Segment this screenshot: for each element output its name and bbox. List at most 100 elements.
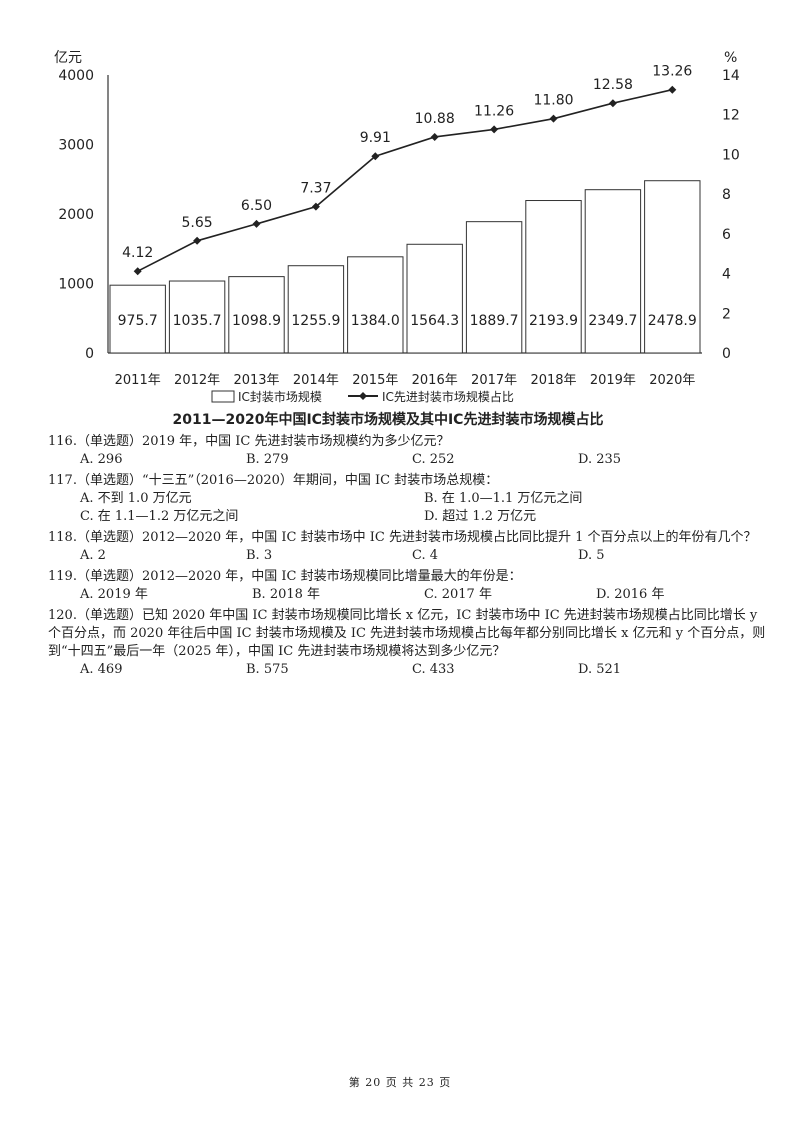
question-120: 120.（单选题）已知 2020 年中国 IC 封装市场规模同比增长 x 亿元，… [48, 607, 768, 679]
right-tick-label: 2 [722, 306, 731, 322]
bar-data-label: 2193.9 [529, 313, 578, 329]
line-point [311, 202, 320, 211]
line-data-label: 6.50 [241, 198, 272, 214]
bar-data-label: 1035.7 [173, 313, 222, 329]
line-data-label: 11.80 [533, 93, 573, 109]
option-c: C. 2017 年 [424, 587, 492, 602]
option-a: A. 296 [80, 452, 123, 467]
line-point [608, 99, 617, 108]
options-row: A. 不到 1.0 万亿元 B. 在 1.0—1.1 万亿元之间 C. 在 1.… [48, 490, 768, 526]
option-d: D. 2016 年 [596, 587, 665, 602]
option-d: D. 超过 1.2 万亿元 [424, 509, 537, 524]
line-data-label: 13.26 [652, 64, 692, 80]
left-tick-label: 1000 [58, 277, 94, 293]
option-b: B. 575 [246, 662, 289, 677]
line-point [133, 267, 142, 276]
option-b: B. 3 [246, 548, 273, 563]
x-tick-label: 2015年 [352, 373, 398, 388]
right-tick-label: 8 [722, 187, 731, 203]
bar-data-label: 975.7 [118, 313, 158, 329]
question-list: 116.（单选题）2019 年，中国 IC 先进封装市场规模约为多少亿元？ A.… [48, 433, 768, 682]
left-tick-label: 4000 [58, 68, 94, 84]
question-stem: 117.（单选题）“十三五”（2016—2020）年期间，中国 IC 封装市场总… [48, 473, 499, 488]
option-c: C. 在 1.1—1.2 万亿元之间 [80, 509, 239, 524]
bar [465, 221, 523, 354]
option-a: A. 2019 年 [80, 587, 148, 602]
x-tick-label: 2012年 [174, 373, 220, 388]
left-axis-unit: 亿元 [54, 50, 82, 66]
options-row: A. 469 B. 575 C. 433 D. 521 [48, 661, 768, 679]
option-a: A. 469 [80, 662, 123, 677]
right-tick-label: 0 [722, 346, 731, 362]
line-point [371, 152, 380, 161]
option-d: D. 5 [578, 548, 605, 563]
line-point [193, 236, 202, 245]
bar [228, 276, 285, 354]
x-tick-label: 2019年 [590, 373, 636, 388]
bar-data-label: 2349.7 [588, 313, 637, 329]
question-116: 116.（单选题）2019 年，中国 IC 先进封装市场规模约为多少亿元？ A.… [48, 433, 768, 469]
option-c: C. 4 [412, 548, 439, 563]
options-row: A. 296 B. 279 C. 252 D. 235 [48, 451, 768, 469]
option-d: D. 235 [578, 452, 622, 467]
x-tick-label: 2013年 [233, 373, 279, 388]
question-117: 117.（单选题）“十三五”（2016—2020）年期间，中国 IC 封装市场总… [48, 472, 768, 526]
bar [406, 243, 463, 354]
legend-line-marker [359, 392, 367, 400]
chart-legend: IC封装市场规模 IC先进封装市场规模占比 [211, 389, 514, 404]
left-tick-label: 0 [85, 346, 94, 362]
chart-title: 2011—2020年中国IC封装市场规模及其中IC先进封装市场规模占比 [173, 411, 604, 428]
bar-data-label: 1384.0 [351, 313, 400, 329]
chart-axes: 0 1000 2000 3000 4000 0 2 4 6 8 10 12 14 2011年 2012年 20… [58, 68, 740, 388]
bar-data-label: 1255.9 [291, 313, 340, 329]
bar-data-label: 1098.9 [232, 313, 281, 329]
legend-line-label: IC先进封装市场规模占比 [382, 389, 514, 404]
line-point [490, 125, 499, 134]
bar [287, 265, 345, 354]
question-118: 118.（单选题）2012—2020 年，中国 IC 封装市场中 IC 先进封装… [48, 529, 768, 565]
question-119: 119.（单选题）2012—2020 年，中国 IC 封装市场规模同比增量最大的… [48, 568, 768, 604]
question-stem: 120.（单选题）已知 2020 年中国 IC 封装市场规模同比增长 x 亿元，… [48, 608, 766, 659]
options-row: A. 2019 年 B. 2018 年 C. 2017 年 D. 2016 年 [48, 586, 768, 604]
x-tick-label: 2014年 [293, 373, 339, 388]
x-tick-label: 2020年 [649, 373, 695, 388]
bar [525, 200, 582, 354]
option-c: C. 252 [412, 452, 455, 467]
line-data-label: 11.26 [474, 103, 514, 119]
right-tick-label: 12 [722, 108, 740, 124]
line-series: 4.12 5.65 6.50 7.37 9.91 10.88 11.26 11.80 12.58… [122, 64, 692, 276]
bar [584, 189, 642, 354]
bar-data-label: 1889.7 [470, 313, 519, 329]
option-b: B. 279 [246, 452, 289, 467]
line-data-label: 5.65 [182, 215, 213, 231]
option-b: B. 2018 年 [252, 587, 321, 602]
right-tick-label: 6 [722, 227, 731, 243]
bar [168, 280, 226, 354]
bar-data-label: 2478.9 [648, 313, 697, 329]
left-tick-label: 3000 [58, 138, 94, 154]
line-point [549, 114, 558, 123]
option-a: A. 2 [80, 548, 106, 563]
options-row: A. 2 B. 3 C. 4 D. 5 [48, 547, 768, 565]
right-tick-label: 4 [722, 267, 731, 283]
right-tick-label: 10 [722, 147, 740, 163]
line-data-label: 9.91 [360, 130, 391, 146]
line-point [430, 132, 439, 141]
line-point [668, 85, 677, 94]
line-data-label: 4.12 [122, 245, 153, 261]
combo-chart: 0 1000 2000 3000 4000 0 2 4 6 8 10 12 14 2011年 2012年 20… [54, 50, 740, 428]
bar [347, 256, 404, 354]
page-footer: 第 20 页 共 23 页 [348, 1076, 452, 1089]
line-data-label: 7.37 [300, 181, 331, 197]
line-point [252, 219, 261, 228]
right-axis-unit: % [724, 50, 737, 66]
option-a: A. 不到 1.0 万亿元 [80, 491, 192, 506]
series-line [137, 88, 673, 272]
bar-data-label: 1564.3 [410, 313, 459, 329]
option-b: B. 在 1.0—1.1 万亿元之间 [424, 491, 583, 506]
bar [644, 180, 701, 354]
bar-series: 975.7 1035.7 1098.9 1255.9 1384.0 1564.3 1889.… [109, 180, 701, 354]
option-c: C. 433 [412, 662, 455, 677]
question-stem: 116.（单选题）2019 年，中国 IC 先进封装市场规模约为多少亿元？ [48, 434, 450, 449]
right-tick-label: 14 [722, 68, 740, 84]
